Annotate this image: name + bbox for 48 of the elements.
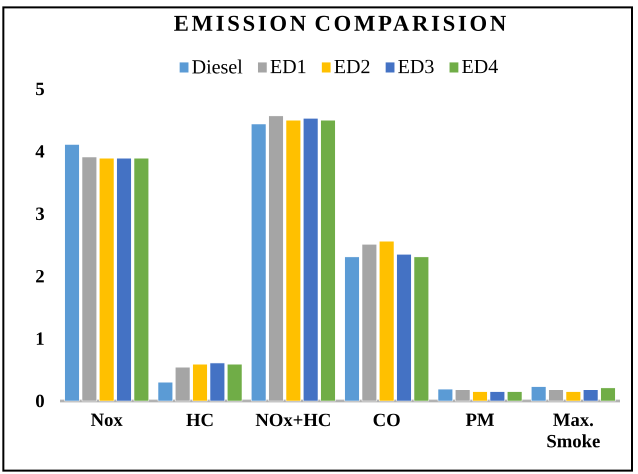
y-tick-label: 3	[36, 208, 44, 220]
legend-label: ED2	[334, 60, 370, 74]
legend-label: Diesel	[192, 60, 242, 74]
bar	[507, 391, 522, 402]
bar	[472, 391, 488, 402]
legend-label: ED4	[462, 60, 498, 74]
bar	[158, 382, 173, 402]
bar	[414, 256, 429, 402]
bar	[455, 389, 470, 402]
legend-label: ED3	[398, 60, 434, 74]
bar	[99, 158, 114, 402]
x-tick-label: Max. Smoke	[547, 414, 600, 448]
x-tick-label: Nox	[90, 414, 123, 426]
bar	[303, 118, 318, 402]
y-tick-label: 4	[36, 145, 44, 158]
bar	[379, 240, 394, 402]
bar	[286, 120, 301, 402]
legend-label: ED1	[270, 60, 306, 74]
bar	[344, 256, 360, 402]
bar	[320, 120, 336, 402]
x-tick-label: CO	[374, 414, 400, 426]
bar	[583, 389, 598, 402]
y-tick-label: 2	[36, 270, 44, 282]
bar	[438, 388, 453, 402]
y-tick-label: 5	[36, 82, 44, 96]
bar	[134, 158, 149, 402]
bar	[116, 158, 132, 402]
bar	[490, 391, 505, 402]
y-tick-label: 1	[36, 332, 44, 345]
bar	[175, 367, 190, 402]
bar	[531, 386, 546, 402]
bar	[64, 144, 80, 402]
x-tick-label: NOx+HC	[256, 414, 330, 426]
bar	[548, 389, 564, 402]
chart-title: EMISSION COMPARISION	[174, 16, 506, 31]
bar	[251, 124, 266, 402]
bar	[600, 388, 616, 402]
x-tick-label: PM	[466, 414, 494, 426]
bar	[396, 254, 412, 402]
bar	[566, 391, 581, 402]
bar	[227, 364, 242, 402]
x-tick-label: HC	[186, 414, 213, 426]
y-tick-label: 0	[36, 394, 44, 408]
bar	[210, 362, 225, 402]
bar	[192, 364, 208, 402]
bar	[82, 156, 97, 402]
bar	[268, 116, 284, 402]
bar	[362, 244, 377, 402]
